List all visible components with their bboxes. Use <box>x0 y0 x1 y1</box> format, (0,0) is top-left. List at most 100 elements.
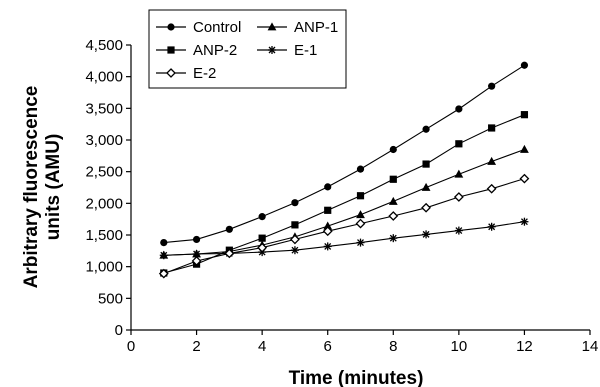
x-tick-label: 4 <box>258 338 266 355</box>
data-point-square <box>324 206 332 214</box>
data-point-circle <box>389 145 397 154</box>
y-tick-label: 0 <box>115 322 123 339</box>
x-tick-label: 2 <box>192 338 200 355</box>
star-stroke <box>324 242 332 250</box>
data-point-circle <box>520 61 529 69</box>
y-tick-label: 3,500 <box>85 100 123 117</box>
data-point-diamond <box>519 173 530 184</box>
data-point-triangle <box>267 22 277 31</box>
star-stroke <box>455 227 463 235</box>
data-point-square <box>389 175 397 183</box>
data-point-diamond <box>388 211 399 221</box>
data-point-star <box>454 226 463 235</box>
series-line <box>163 221 525 256</box>
data-point-diamond <box>421 202 431 213</box>
data-point-circle <box>422 125 430 133</box>
star-stroke <box>389 234 397 242</box>
data-point-square <box>356 192 365 200</box>
star-stroke <box>520 218 528 226</box>
series-line <box>163 114 525 274</box>
data-point-diamond <box>453 192 464 202</box>
data-point-circle <box>225 225 233 233</box>
data-point-triangle <box>421 182 431 191</box>
x-tick-label: 12 <box>516 338 533 355</box>
data-point-diamond <box>322 226 333 237</box>
legend-item-e-2: E-2 <box>156 65 216 82</box>
series-line <box>163 148 525 256</box>
data-point-diamond <box>166 68 176 78</box>
data-point-star <box>389 234 398 243</box>
y-axis-title-line-2: units (AMU) <box>43 134 64 241</box>
legend: Control ANP-1 ANP-2 E-1 E-2 <box>148 9 347 89</box>
y-axis-title: Arbitrary fluorescence units (AMU) <box>21 86 64 289</box>
data-point-circle <box>356 165 365 173</box>
x-tick-label: 8 <box>389 338 397 355</box>
star-stroke <box>268 46 276 54</box>
series-layer <box>158 61 530 279</box>
y-axis-ticks: 0 500 1,000 1,500 2,000 2,500 3,000 3,500 4,000 4… <box>85 37 131 339</box>
data-point-diamond <box>257 242 268 253</box>
data-point-star <box>520 217 529 226</box>
y-tick-label: 1,500 <box>85 227 123 244</box>
y-tick-label: 4,500 <box>85 37 123 54</box>
x-axis-title: Time (minutes) <box>289 368 424 387</box>
data-point-triangle <box>323 221 333 230</box>
legend-box <box>148 9 347 89</box>
legend-item-anp-1: ANP-1 <box>257 19 338 36</box>
data-point-diamond <box>290 234 300 245</box>
star-stroke <box>160 251 168 259</box>
data-point-circle <box>455 105 463 113</box>
data-point-circle <box>160 239 168 247</box>
data-point-circle <box>258 213 266 221</box>
data-point-star <box>159 251 168 260</box>
x-axis-ticks: 0 2 4 6 8 10 12 14 <box>127 330 599 355</box>
data-point-square <box>422 160 430 168</box>
series-e-2 <box>158 173 530 279</box>
y-axis-title-line-1: Arbitrary fluorescence <box>21 86 42 289</box>
legend-item-e-1: E-1 <box>257 42 317 59</box>
legend-label: E-2 <box>193 65 216 82</box>
data-point-circle <box>291 199 299 207</box>
data-point-square <box>167 46 175 54</box>
legend-item-control: Control <box>156 19 241 36</box>
data-point-star <box>323 242 332 251</box>
y-tick-label: 1,000 <box>85 259 123 276</box>
legend-label: Control <box>193 19 241 36</box>
data-point-diamond <box>355 218 366 229</box>
series-line <box>163 178 525 275</box>
star-stroke <box>291 246 299 254</box>
data-point-circle <box>324 183 332 191</box>
data-point-star <box>290 246 299 255</box>
data-point-circle <box>192 235 201 244</box>
data-point-star <box>422 230 431 239</box>
data-point-circle <box>488 82 496 90</box>
star-stroke <box>488 223 496 231</box>
data-point-triangle <box>356 210 365 219</box>
x-tick-label: 0 <box>127 338 135 355</box>
series-control <box>160 61 529 247</box>
y-tick-label: 2,500 <box>85 164 123 181</box>
data-point-circle <box>167 23 175 31</box>
y-tick-label: 3,000 <box>85 132 123 149</box>
data-point-triangle <box>454 169 464 178</box>
data-point-square <box>520 111 529 119</box>
data-point-triangle <box>388 196 398 205</box>
data-point-triangle <box>487 156 497 165</box>
x-tick-label: 10 <box>451 338 468 355</box>
y-tick-label: 4,000 <box>85 69 123 86</box>
series-line <box>163 64 525 244</box>
legend-label: ANP-1 <box>294 19 338 36</box>
legend-item-anp-2: ANP-2 <box>156 42 237 59</box>
star-stroke <box>422 230 430 238</box>
data-point-square <box>455 140 463 148</box>
series-anp-1 <box>159 144 529 259</box>
data-point-diamond <box>224 248 235 259</box>
data-point-diamond <box>486 183 497 194</box>
data-point-star <box>487 222 496 231</box>
x-tick-label: 14 <box>582 338 599 355</box>
y-tick-label: 500 <box>98 290 123 307</box>
data-point-square <box>488 124 496 132</box>
data-point-square <box>258 234 266 242</box>
data-point-star <box>268 46 276 54</box>
